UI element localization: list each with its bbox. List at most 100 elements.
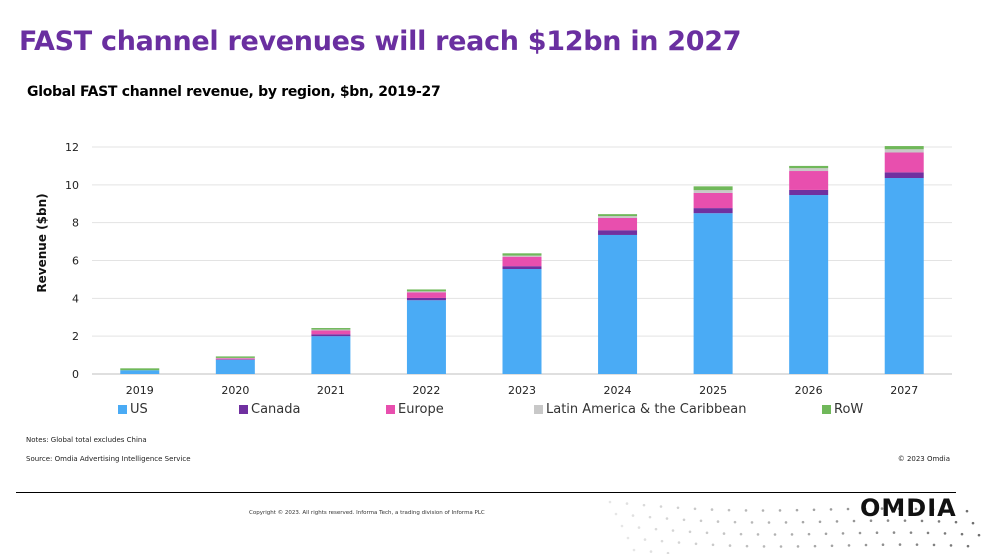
decorative-dot (869, 519, 873, 523)
decorative-dot (762, 545, 766, 548)
y-tick-label: 2 (72, 330, 79, 343)
decorative-dot (632, 548, 636, 552)
x-tick-label: 2024 (604, 384, 632, 397)
y-tick-label: 6 (72, 255, 79, 268)
legend-swatch (118, 405, 127, 414)
decorative-dot (824, 532, 828, 536)
decorative-dot (886, 519, 890, 522)
decorative-dot (949, 544, 953, 547)
legend-item: Canada (239, 402, 300, 417)
legend-label: RoW (834, 402, 864, 417)
legend-swatch (822, 405, 831, 414)
legend-swatch (239, 405, 248, 414)
decorative-dot (614, 512, 618, 516)
decorative-dot (965, 509, 969, 513)
decorative-dot (915, 543, 919, 546)
decorative-dot (818, 520, 822, 524)
x-tick-label: 2022 (412, 384, 440, 397)
decorative-dot (852, 519, 856, 523)
page-title: FAST channel revenues will reach $12bn i… (19, 26, 742, 57)
bar-segment-row-2020 (215, 356, 255, 358)
x-tick-label: 2025 (699, 384, 727, 397)
decorative-dot (767, 521, 771, 524)
decorative-dot (977, 533, 981, 537)
footer-copyright: Copyright © 2023. All rights reserved. I… (249, 510, 485, 516)
bar-segment-row-2025 (693, 186, 733, 191)
bar-segment-us-2022 (406, 300, 446, 374)
decorative-dot (694, 542, 698, 546)
decorative-dot (897, 507, 901, 510)
decorative-dot (829, 508, 833, 511)
legend-item: Europe (386, 402, 444, 417)
decorative-dot (812, 508, 816, 512)
decorative-dot (864, 543, 868, 547)
decorative-dot (881, 543, 885, 547)
bar-segment-us-2027 (884, 178, 924, 374)
bar-segment-europe-2023 (502, 256, 542, 267)
decorative-dot (903, 519, 907, 522)
bar-segment-canada-2023 (502, 266, 542, 270)
decorative-dot (909, 531, 913, 534)
bar-segment-row-2026 (789, 165, 829, 169)
decorative-dot (931, 508, 935, 511)
bar-segment-row-2021 (311, 328, 351, 330)
decorative-dot (784, 521, 788, 524)
decorative-dot (648, 515, 652, 519)
decorative-dot (654, 527, 658, 531)
decorative-dot (778, 509, 782, 512)
decorative-dot (637, 526, 641, 529)
legend-item: US (118, 402, 148, 417)
decorative-dot (608, 500, 612, 504)
decorative-dot (665, 517, 669, 520)
y-tick-label: 0 (72, 368, 79, 381)
decorative-dot (795, 508, 799, 512)
bar-segment-row-2027 (884, 146, 924, 150)
omdia-copyright: © 2023 Omdia (897, 455, 950, 463)
decorative-dot (926, 531, 930, 535)
bar-segment-us-2024 (598, 234, 638, 374)
bar-segment-latin-america-the-caribbean-2023 (502, 255, 542, 257)
bar-segment-us-2020 (215, 359, 255, 374)
chart-source: Source: Omdia Advertising Intelligence S… (26, 455, 191, 463)
decorative-dot (914, 507, 918, 511)
decorative-dot (773, 533, 777, 536)
chart-notes: Notes: Global total excludes China (26, 436, 147, 444)
bar-segment-europe-2027 (884, 152, 924, 173)
decorative-dot (676, 506, 680, 510)
x-tick-label: 2023 (508, 384, 536, 397)
x-tick-label: 2019 (126, 384, 154, 397)
decorative-dot (892, 531, 896, 534)
decorative-dot (693, 507, 697, 511)
bar-segment-row-2024 (598, 214, 638, 217)
legend-label: Canada (251, 402, 301, 417)
decorative-dot (728, 544, 732, 547)
stacked-bar-chart: 0 2 4 6 8 10 12 Revenue ($bn) 2019 2020 2021 2022 20… (35, 141, 952, 397)
bar-segment-canada-2021 (311, 334, 351, 337)
legend-label: Latin America & the Caribbean (546, 402, 747, 417)
legend-item: RoW (822, 402, 863, 417)
legend-swatch (534, 405, 543, 414)
bar-segment-row-2023 (502, 253, 542, 256)
bar-segment-latin-america-the-caribbean-2021 (311, 329, 351, 331)
decorative-dot (739, 532, 743, 536)
decorative-dot (666, 551, 670, 554)
decorative-dot (966, 544, 970, 548)
bar-segment-latin-america-the-caribbean-2022 (406, 291, 446, 293)
chart-subtitle: Global FAST channel revenue, by region, … (27, 84, 441, 100)
chart-legend: US Canada Europe Latin America & the Caribb… (0, 402, 984, 420)
y-tick-label: 4 (72, 292, 79, 305)
bar-segment-row-2022 (406, 289, 446, 292)
decorative-dot (716, 520, 720, 523)
decorative-dot (756, 533, 760, 536)
decorative-dot (948, 508, 952, 512)
decorative-dot (682, 518, 686, 522)
bar-segment-latin-america-the-caribbean-2026 (789, 168, 829, 172)
decorative-dot (722, 532, 726, 535)
bar-segment-canada-2027 (884, 172, 924, 179)
decorative-dot (626, 536, 630, 540)
decorative-dot (643, 538, 647, 541)
bar-segment-europe-2021 (311, 330, 351, 335)
decorative-dot (688, 530, 692, 534)
decorative-dot (796, 545, 800, 548)
